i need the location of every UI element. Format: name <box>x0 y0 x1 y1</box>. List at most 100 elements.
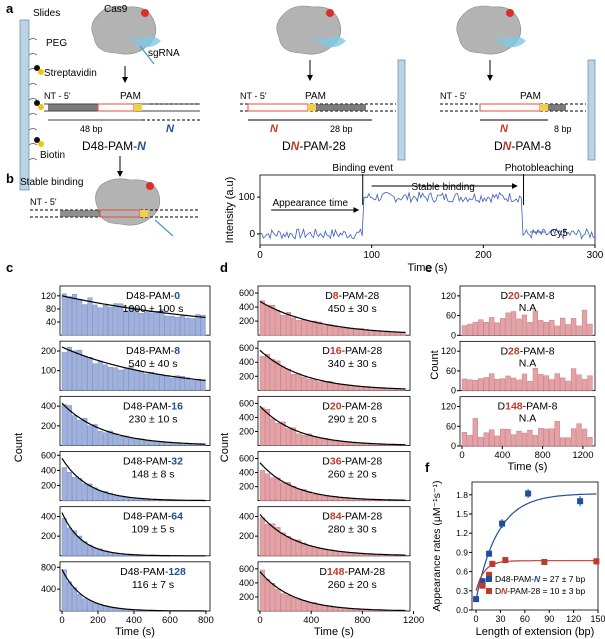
dna-construct-2: NT - 5' PAM N 28 bp <box>240 91 396 135</box>
exponential-fit-line <box>61 457 206 502</box>
scatter-ytick-label: 0.3 <box>456 586 468 596</box>
histogram-bar <box>538 427 544 447</box>
histogram-bar <box>461 325 468 336</box>
histogram-bar <box>576 325 582 336</box>
histogram-bar <box>180 376 186 391</box>
histogram-bar <box>149 371 155 391</box>
histogram-ytick-label: 400 <box>41 512 56 522</box>
histogram-bar <box>270 583 276 612</box>
histogram-bar <box>306 602 312 612</box>
histogram-time-constant: 290 ± 20 s <box>328 413 377 425</box>
histogram-bar <box>527 322 533 336</box>
scatter-xtick-label: 60 <box>520 614 530 624</box>
histogram-bar <box>311 320 317 336</box>
histogram-na-label: N.A <box>519 357 537 369</box>
histogram-ytick-label: 400 <box>239 512 254 522</box>
scatter-point <box>486 550 493 557</box>
label-slides: Slides <box>33 8 60 19</box>
histogram-bar <box>280 421 286 446</box>
histogram-title: D8-PAM-28 <box>325 290 379 302</box>
histogram-bar <box>353 328 359 336</box>
histogram-bar <box>154 311 160 336</box>
histogram-ytick-label: 400 <box>239 468 254 478</box>
histogram-bar <box>72 294 78 336</box>
histogram-bar <box>97 548 103 557</box>
label-streptavidin: Streptavidin <box>44 68 97 79</box>
histogram-bar <box>66 296 72 336</box>
histogram-bar <box>280 482 286 501</box>
histogram-bar <box>327 324 333 336</box>
histogram-bar <box>543 322 549 336</box>
histogram-bar <box>322 495 328 501</box>
histogram-bar <box>358 328 364 336</box>
histogram-bar <box>500 428 506 447</box>
histogram-ytick-label: 200 <box>41 421 56 431</box>
histogram-bar <box>348 328 354 336</box>
panel-a: Slides PEG Streptavidin Biotin Cas9 sgRN… <box>19 4 596 191</box>
histogram-bar <box>317 321 323 336</box>
histogram-bar <box>118 303 124 336</box>
label-dist-1: 48 bp <box>80 124 103 134</box>
histogram-bar <box>159 375 165 391</box>
histogram-bar <box>138 371 144 391</box>
scatter-point <box>499 520 506 527</box>
panel-b: Stable binding NT - 5' <box>20 156 200 237</box>
label-dist-3: 8 bp <box>554 124 572 134</box>
histogram-ytick-label: 60 <box>446 421 456 431</box>
histogram-bar <box>113 367 119 391</box>
histogram-e-2: 0 60 120 D28-PAM-8N.A <box>441 340 596 396</box>
histogram-bar <box>144 373 150 391</box>
histogram-bar <box>66 581 72 612</box>
histogram-bar <box>560 377 566 391</box>
histogram-bar <box>467 435 473 447</box>
scatter-ytick-label: 0.6 <box>456 567 468 577</box>
histogram-ytick-label: 400 <box>239 412 254 422</box>
trace-legend-label: Cy5 <box>550 228 568 239</box>
trace-ytick-label: 100 <box>238 192 255 203</box>
histogram-bar <box>301 376 307 391</box>
histogram-ytick-label: 400 <box>41 401 56 411</box>
histogram-bar <box>113 433 119 446</box>
histogram-time-constant: 230 ± 10 s <box>129 413 178 425</box>
trace-ytick-label: 0 <box>249 229 255 240</box>
histogram-ytick-label: 200 <box>239 371 254 381</box>
histogram-ytick-label: 200 <box>239 316 254 326</box>
label-pam-3: PAM <box>520 91 541 102</box>
histogram-ytick-label: 60 <box>446 366 456 376</box>
histogram-bar <box>174 375 180 391</box>
histogram-bar <box>92 602 98 612</box>
histogram-bar <box>322 549 328 557</box>
cas9-protein-icon-3 <box>456 5 526 55</box>
scatter-xtick-label: 0 <box>474 614 479 624</box>
histogram-bar <box>87 425 93 446</box>
exponential-fit-line <box>61 346 206 382</box>
histogram-bar <box>97 431 103 446</box>
trace-xtick-label: 100 <box>363 250 380 261</box>
histogram-bar <box>118 496 124 501</box>
panel-f-chart: 0 30 60 90 120 150 0.0 0.3 0.6 0.9 1.2 1.5 1.8 Length… <box>431 481 605 638</box>
label-nt5-2: NT - 5' <box>240 91 267 101</box>
histogram-bar <box>489 373 495 391</box>
histogram-bar <box>280 366 286 391</box>
histogram-bar <box>510 377 517 391</box>
histogram-bar <box>149 312 155 336</box>
histogram-bar <box>576 374 582 391</box>
histogram-bar <box>494 379 500 391</box>
scatter-ylabel: Appearance rates (μM⁻¹s⁻¹) <box>431 481 443 612</box>
histogram-bar <box>291 427 297 446</box>
label-stable-binding-b: Stable binding <box>20 177 83 188</box>
histogram-ytick-label: 600 <box>239 343 254 353</box>
histogram-bar <box>560 437 566 447</box>
histogram-bar <box>159 309 165 336</box>
histogram-bar <box>190 380 196 391</box>
histogram-bar <box>521 314 528 336</box>
histogram-time-constant: 148 ± 8 s <box>131 469 174 481</box>
histogram-bar <box>301 319 307 336</box>
histogram-bar <box>538 374 544 391</box>
histogram-bar <box>108 430 114 446</box>
histogram-bar <box>327 496 333 501</box>
